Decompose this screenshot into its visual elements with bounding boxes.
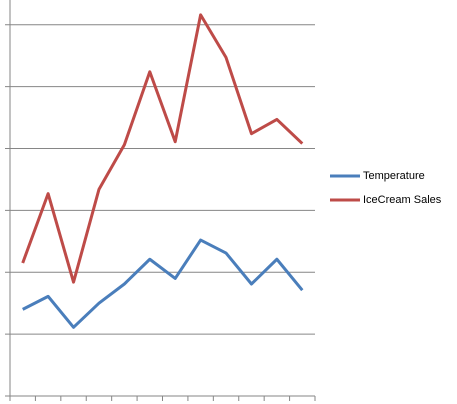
series-line (22, 238, 304, 329)
series-line (21, 13, 304, 284)
legend-label: IceCream Sales (363, 194, 442, 206)
legend-label: Temperature (363, 170, 425, 182)
